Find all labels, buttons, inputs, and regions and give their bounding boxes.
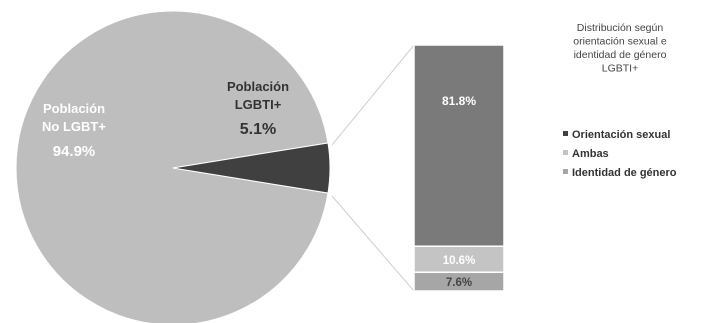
pie-label-lgbti-line2: LGBTI+ bbox=[235, 97, 282, 112]
bar-value-label-3: 7.6% bbox=[446, 277, 472, 289]
pie-chart: Población No LGBT+ 94.9% Población LGBTI+ 5.1… bbox=[15, 10, 331, 323]
pie-label-no-lgbt-line2: No LGBT+ bbox=[42, 119, 106, 134]
bar-segment-3 bbox=[413, 271, 505, 292]
legend-label-3: Identidad de género bbox=[572, 167, 677, 179]
bar-subtitle-line-4: LGBTI+ bbox=[602, 63, 638, 75]
legend-swatch-1 bbox=[563, 131, 568, 136]
bar-value-label-2: 10.6% bbox=[443, 255, 476, 267]
connector-line-top bbox=[331, 44, 415, 146]
legend-swatch-3 bbox=[563, 169, 568, 174]
bar-segment-1 bbox=[413, 44, 505, 247]
pie-slice-lgbti bbox=[172, 142, 331, 194]
legend-swatch-2 bbox=[563, 150, 568, 155]
legend-label-1: Orientación sexual bbox=[572, 129, 670, 141]
pie-label-lgbti-line1: Población bbox=[227, 79, 289, 94]
connector-line-bottom bbox=[331, 195, 415, 292]
bar-subtitle-line-3: identidad de género bbox=[574, 49, 667, 61]
pie-value-no-lgbt: 94.9% bbox=[53, 143, 96, 160]
legend: Orientación sexual Ambas Identidad de géne… bbox=[563, 129, 677, 179]
pie-label-no-lgbt-line1: Población bbox=[43, 101, 105, 116]
bar-value-label-1: 81.8% bbox=[442, 94, 476, 108]
connector-lines bbox=[331, 44, 415, 292]
legend-label-2: Ambas bbox=[572, 148, 609, 160]
bar-segment-2 bbox=[413, 245, 505, 274]
pie-value-lgbti: 5.1% bbox=[240, 121, 276, 138]
bar-subtitle-line-1: Distribución según bbox=[577, 22, 664, 34]
stacked-bar-chart: 81.8% 10.6% 7.6% bbox=[413, 44, 505, 292]
bar-subtitle-line-2: orientación sexual e bbox=[573, 36, 667, 48]
pie-slice-no-lgbt bbox=[15, 10, 329, 323]
bar-subtitle: Distribución según orientación sexual eid… bbox=[573, 22, 667, 75]
